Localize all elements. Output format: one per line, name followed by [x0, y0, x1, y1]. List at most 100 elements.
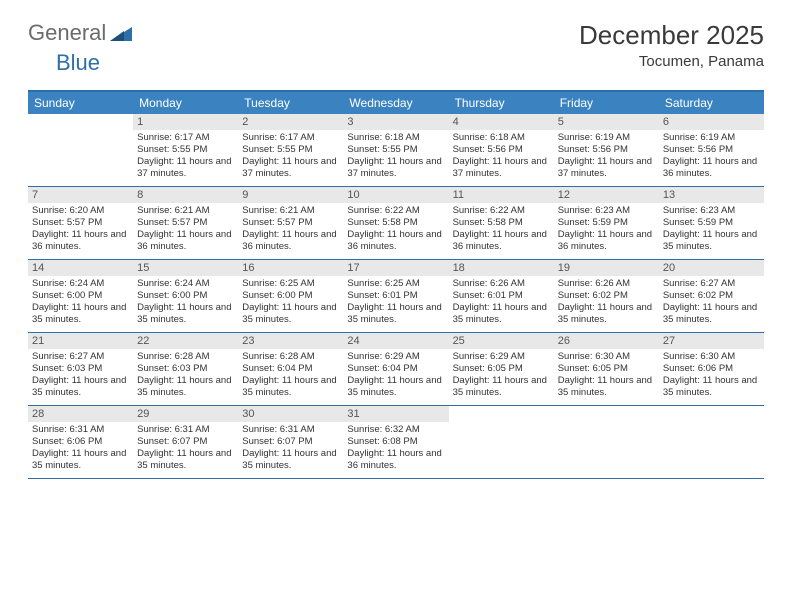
- day-cell: [659, 406, 764, 478]
- sunrise: Sunrise: 6:27 AM: [663, 278, 760, 290]
- day-number: 6: [659, 114, 764, 130]
- day-info: Sunrise: 6:29 AMSunset: 6:05 PMDaylight:…: [453, 351, 550, 399]
- day-info: Sunrise: 6:25 AMSunset: 6:00 PMDaylight:…: [242, 278, 339, 326]
- day-info: Sunrise: 6:23 AMSunset: 5:59 PMDaylight:…: [663, 205, 760, 253]
- sunrise: Sunrise: 6:24 AM: [137, 278, 234, 290]
- day-cell: 24Sunrise: 6:29 AMSunset: 6:04 PMDayligh…: [343, 333, 448, 405]
- weekday-fri: Friday: [554, 92, 659, 114]
- sunset: Sunset: 5:58 PM: [453, 217, 550, 229]
- daylight: Daylight: 11 hours and 35 minutes.: [558, 302, 655, 326]
- day-info: Sunrise: 6:21 AMSunset: 5:57 PMDaylight:…: [137, 205, 234, 253]
- day-cell: 18Sunrise: 6:26 AMSunset: 6:01 PMDayligh…: [449, 260, 554, 332]
- day-cell: 25Sunrise: 6:29 AMSunset: 6:05 PMDayligh…: [449, 333, 554, 405]
- sunrise: Sunrise: 6:28 AM: [137, 351, 234, 363]
- day-info: Sunrise: 6:31 AMSunset: 6:07 PMDaylight:…: [242, 424, 339, 472]
- sunrise: Sunrise: 6:22 AM: [453, 205, 550, 217]
- sunrise: Sunrise: 6:28 AM: [242, 351, 339, 363]
- sunrise: Sunrise: 6:21 AM: [137, 205, 234, 217]
- day-number: 14: [28, 260, 133, 276]
- week-row: 1Sunrise: 6:17 AMSunset: 5:55 PMDaylight…: [28, 114, 764, 187]
- day-number: 19: [554, 260, 659, 276]
- daylight: Daylight: 11 hours and 35 minutes.: [663, 302, 760, 326]
- day-number: 5: [554, 114, 659, 130]
- day-info: Sunrise: 6:29 AMSunset: 6:04 PMDaylight:…: [347, 351, 444, 399]
- daylight: Daylight: 11 hours and 36 minutes.: [137, 229, 234, 253]
- day-info: Sunrise: 6:27 AMSunset: 6:02 PMDaylight:…: [663, 278, 760, 326]
- sunrise: Sunrise: 6:31 AM: [32, 424, 129, 436]
- day-info: Sunrise: 6:22 AMSunset: 5:58 PMDaylight:…: [453, 205, 550, 253]
- day-number: 23: [238, 333, 343, 349]
- day-info: Sunrise: 6:30 AMSunset: 6:05 PMDaylight:…: [558, 351, 655, 399]
- day-cell: 7Sunrise: 6:20 AMSunset: 5:57 PMDaylight…: [28, 187, 133, 259]
- day-info: Sunrise: 6:17 AMSunset: 5:55 PMDaylight:…: [137, 132, 234, 180]
- day-info: Sunrise: 6:32 AMSunset: 6:08 PMDaylight:…: [347, 424, 444, 472]
- sunset: Sunset: 6:07 PM: [242, 436, 339, 448]
- sunrise: Sunrise: 6:19 AM: [663, 132, 760, 144]
- sunrise: Sunrise: 6:18 AM: [347, 132, 444, 144]
- weekday-sat: Saturday: [659, 92, 764, 114]
- daylight: Daylight: 11 hours and 35 minutes.: [32, 302, 129, 326]
- sunset: Sunset: 6:00 PM: [32, 290, 129, 302]
- daylight: Daylight: 11 hours and 36 minutes.: [453, 229, 550, 253]
- day-cell: [28, 114, 133, 186]
- daylight: Daylight: 11 hours and 36 minutes.: [347, 448, 444, 472]
- day-info: Sunrise: 6:31 AMSunset: 6:06 PMDaylight:…: [32, 424, 129, 472]
- day-info: Sunrise: 6:24 AMSunset: 6:00 PMDaylight:…: [137, 278, 234, 326]
- sunrise: Sunrise: 6:30 AM: [663, 351, 760, 363]
- week-row: 28Sunrise: 6:31 AMSunset: 6:06 PMDayligh…: [28, 406, 764, 479]
- sunset: Sunset: 6:02 PM: [558, 290, 655, 302]
- day-number: 10: [343, 187, 448, 203]
- sunrise: Sunrise: 6:29 AM: [347, 351, 444, 363]
- sunrise: Sunrise: 6:23 AM: [663, 205, 760, 217]
- sunset: Sunset: 6:08 PM: [347, 436, 444, 448]
- weekday-sun: Sunday: [28, 92, 133, 114]
- day-cell: 28 Sunrise: 6:31 AMSunset: 6:06 PMDayligh…: [28, 406, 133, 478]
- weekday-wed: Wednesday: [343, 92, 448, 114]
- location: Tocumen, Panama: [579, 53, 764, 70]
- sunrise: Sunrise: 6:17 AM: [242, 132, 339, 144]
- day-info: Sunrise: 6:17 AMSunset: 5:55 PMDaylight:…: [242, 132, 339, 180]
- daylight: Daylight: 11 hours and 36 minutes.: [558, 229, 655, 253]
- week-row: 21Sunrise: 6:27 AMSunset: 6:03 PMDayligh…: [28, 333, 764, 406]
- sunrise: Sunrise: 6:20 AM: [32, 205, 129, 217]
- sunset: Sunset: 6:05 PM: [453, 363, 550, 375]
- sunset: Sunset: 6:00 PM: [137, 290, 234, 302]
- daylight: Daylight: 11 hours and 35 minutes.: [137, 375, 234, 399]
- day-number: 4: [449, 114, 554, 130]
- sunrise: Sunrise: 6:21 AM: [242, 205, 339, 217]
- day-cell: 16Sunrise: 6:25 AMSunset: 6:00 PMDayligh…: [238, 260, 343, 332]
- daylight: Daylight: 11 hours and 37 minutes.: [453, 156, 550, 180]
- sunset: Sunset: 6:07 PM: [137, 436, 234, 448]
- sunrise: Sunrise: 6:29 AM: [453, 351, 550, 363]
- daylight: Daylight: 11 hours and 37 minutes.: [347, 156, 444, 180]
- sunset: Sunset: 6:04 PM: [242, 363, 339, 375]
- sunrise: Sunrise: 6:27 AM: [32, 351, 129, 363]
- day-cell: 15Sunrise: 6:24 AMSunset: 6:00 PMDayligh…: [133, 260, 238, 332]
- day-number: 28: [28, 406, 133, 422]
- daylight: Daylight: 11 hours and 36 minutes.: [347, 229, 444, 253]
- sunset: Sunset: 6:01 PM: [453, 290, 550, 302]
- sunrise: Sunrise: 6:22 AM: [347, 205, 444, 217]
- sunset: Sunset: 5:58 PM: [347, 217, 444, 229]
- day-number: 11: [449, 187, 554, 203]
- day-cell: 9Sunrise: 6:21 AMSunset: 5:57 PMDaylight…: [238, 187, 343, 259]
- sunset: Sunset: 5:57 PM: [137, 217, 234, 229]
- sunrise: Sunrise: 6:25 AM: [347, 278, 444, 290]
- sunset: Sunset: 6:02 PM: [663, 290, 760, 302]
- sunset: Sunset: 6:06 PM: [32, 436, 129, 448]
- day-info: Sunrise: 6:25 AMSunset: 6:01 PMDaylight:…: [347, 278, 444, 326]
- daylight: Daylight: 11 hours and 35 minutes.: [347, 302, 444, 326]
- sunrise: Sunrise: 6:31 AM: [242, 424, 339, 436]
- sunset: Sunset: 5:57 PM: [242, 217, 339, 229]
- day-number: 8: [133, 187, 238, 203]
- sunrise: Sunrise: 6:30 AM: [558, 351, 655, 363]
- sunrise: Sunrise: 6:26 AM: [558, 278, 655, 290]
- day-cell: 21Sunrise: 6:27 AMSunset: 6:03 PMDayligh…: [28, 333, 133, 405]
- daylight: Daylight: 11 hours and 35 minutes.: [558, 375, 655, 399]
- day-info: Sunrise: 6:19 AMSunset: 5:56 PMDaylight:…: [663, 132, 760, 180]
- day-number: 18: [449, 260, 554, 276]
- weekday-thu: Thursday: [449, 92, 554, 114]
- sunset: Sunset: 5:56 PM: [558, 144, 655, 156]
- day-cell: 31Sunrise: 6:32 AMSunset: 6:08 PMDayligh…: [343, 406, 448, 478]
- sunset: Sunset: 5:55 PM: [137, 144, 234, 156]
